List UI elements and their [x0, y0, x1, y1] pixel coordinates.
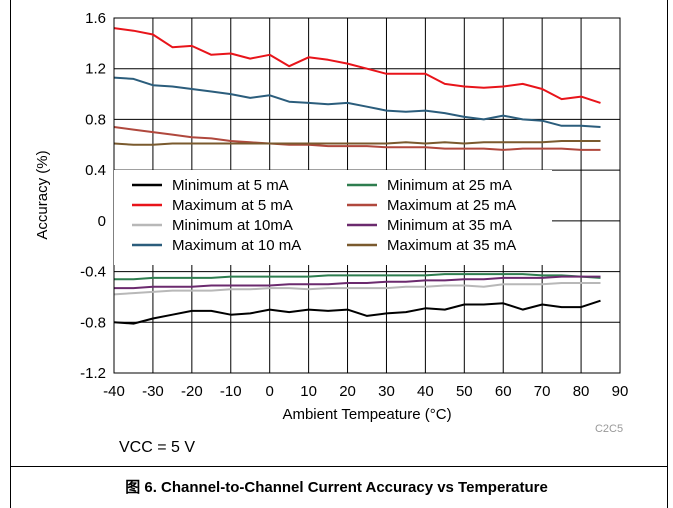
x-tick-label-0: -40: [103, 383, 125, 400]
y-tick-label-1: -0.8: [80, 314, 106, 331]
legend-label-0: Minimum at 5 mA: [172, 177, 289, 194]
frame-right-border: [667, 0, 668, 508]
legend-label-7: Maximum at 35 mA: [387, 237, 516, 254]
x-tick-label-9: 50: [456, 383, 473, 400]
y-tick-label-6: 1.2: [85, 61, 106, 78]
legend-label-2: Minimum at 10mA: [172, 217, 293, 234]
accuracy-vs-temperature-chart: Minimum at 5 mA Minimum at 25 mA Maximum a…: [34, 10, 628, 435]
legend-box: [114, 170, 552, 265]
frame-left-border: [10, 0, 11, 508]
series-line-7: [113, 140, 601, 146]
figure-caption: 图 6. Channel-to-Channel Current Accuracy…: [0, 476, 673, 497]
legend: Minimum at 5 mA Minimum at 25 mA Maximum a…: [114, 170, 552, 265]
frame-caption-separator: [10, 466, 668, 467]
y-tick-label-0: -1.2: [80, 365, 106, 382]
series-line-4: [114, 273, 601, 281]
legend-label-1: Maximum at 5 mA: [172, 197, 293, 214]
legend-label-5: Maximum at 25 mA: [387, 197, 516, 214]
y-tick-label-4: 0.4: [85, 162, 106, 179]
test-condition-text: VCC = 5 V: [119, 439, 196, 456]
y-tick-label-5: 0.8: [85, 111, 106, 128]
y-tick-label-2: -0.4: [80, 264, 106, 281]
series-line-6: [114, 275, 601, 290]
x-tick-label-5: 10: [300, 383, 317, 400]
legend-label-6: Minimum at 35 mA: [387, 217, 512, 234]
x-tick-label-1: -30: [142, 383, 164, 400]
series-line-2: [113, 282, 601, 296]
x-tick-label-8: 40: [417, 383, 434, 400]
x-tick-label-11: 70: [534, 383, 551, 400]
series-line-1: [113, 27, 601, 104]
x-tick-label-7: 30: [378, 383, 395, 400]
x-tick-label-12: 80: [573, 383, 590, 400]
y-tick-label-7: 1.6: [85, 10, 106, 27]
series-line-0: [113, 299, 601, 325]
series-lines: [113, 27, 601, 325]
x-axis-label: Ambient Tempeature (°C): [282, 406, 451, 423]
y-tick-label-3: 0: [98, 213, 106, 230]
legend-label-4: Minimum at 25 mA: [387, 177, 512, 194]
x-tick-label-3: -10: [220, 383, 242, 400]
series-line-5: [113, 126, 601, 151]
figure-title: Channel-to-Channel Current Accuracy vs T…: [161, 479, 548, 496]
x-axis-tick-labels: -40 -30 -20 -10 0 10 20 30 40 50 60 70 80 90: [103, 383, 628, 400]
figure-number: 图 6.: [125, 479, 157, 496]
plot-code-label: C2C5: [595, 423, 623, 435]
x-tick-label-10: 60: [495, 383, 512, 400]
x-tick-label-2: -20: [181, 383, 203, 400]
legend-label-3: Maximum at 10 mA: [172, 237, 301, 254]
series-line-3: [113, 76, 601, 128]
x-tick-label-4: 0: [266, 383, 274, 400]
x-tick-label-6: 20: [339, 383, 356, 400]
y-axis-tick-labels: -1.2 -0.8 -0.4 0 0.4 0.8 1.2 1.6: [80, 10, 106, 382]
x-tick-label-13: 90: [612, 383, 629, 400]
y-axis-label: Accuracy (%): [34, 150, 51, 239]
